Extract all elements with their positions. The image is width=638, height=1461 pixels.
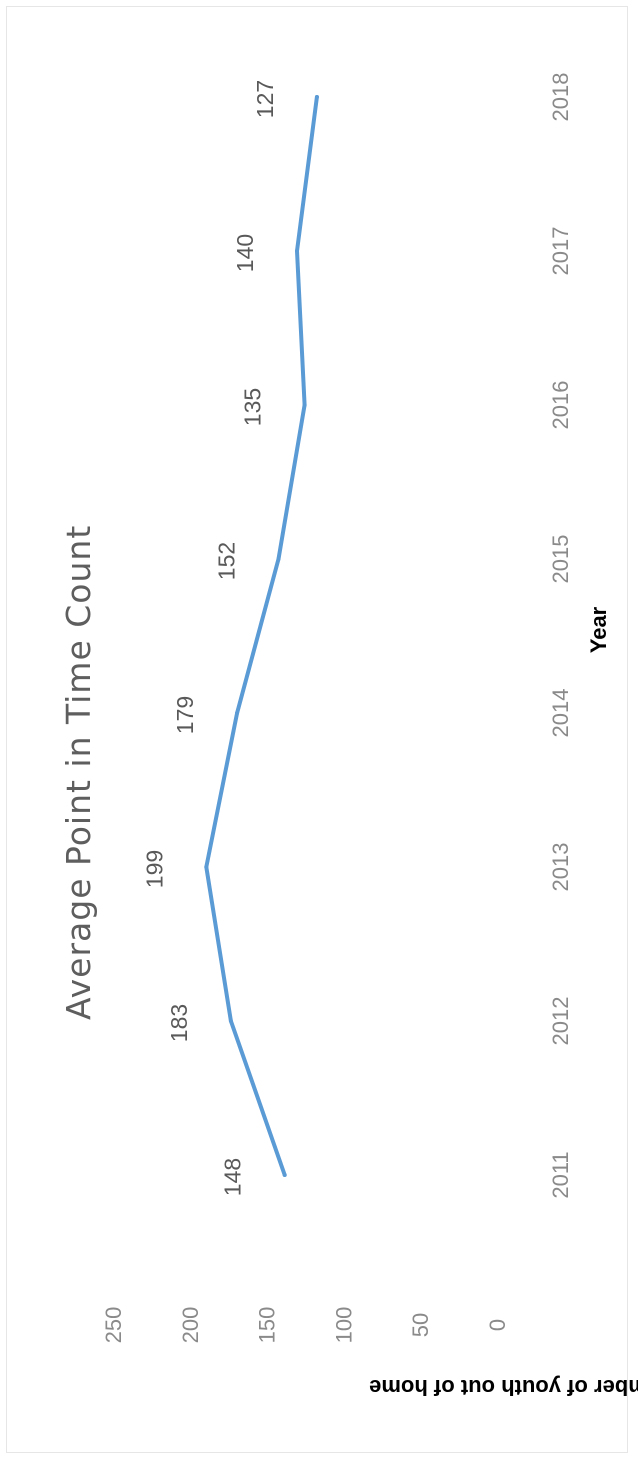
data-point — [228, 1019, 233, 1023]
x-tick-label: 2012 — [548, 997, 573, 1046]
series-line — [204, 95, 319, 1177]
data-label: 183 — [166, 1004, 192, 1042]
data-point — [282, 1173, 287, 1177]
chart-title: Average Point in Time Count — [59, 525, 98, 1020]
y-tick-label: 50 — [408, 1313, 433, 1337]
data-point — [204, 865, 209, 869]
page-border — [6, 6, 628, 1453]
series-group — [204, 95, 319, 1177]
data-point — [314, 95, 319, 99]
data-point — [276, 557, 281, 561]
data-label: 152 — [214, 542, 240, 580]
data-label: 148 — [220, 1158, 246, 1196]
y-tick-label: 0 — [485, 1319, 510, 1331]
data-label: 199 — [141, 850, 167, 888]
x-axis-title: Year — [586, 606, 611, 653]
data-point — [302, 403, 307, 407]
x-tick-label: 2017 — [548, 227, 573, 276]
data-point — [294, 249, 299, 253]
y-tick-label: 250 — [101, 1307, 126, 1344]
x-tick-label: 2018 — [548, 73, 573, 122]
y-axis-ticks: 0 50 100 150 200 250 — [101, 1307, 510, 1344]
x-axis-ticks: 2011 2012 2013 2014 2015 2016 2017 2018 — [548, 73, 573, 1199]
y-tick-label: 100 — [331, 1307, 356, 1344]
data-labels: 148 183 199 179 152 135 140 127 — [141, 80, 278, 1196]
data-point — [235, 711, 240, 715]
data-label: 127 — [252, 80, 278, 118]
y-tick-label: 150 — [255, 1307, 280, 1344]
x-tick-label: 2015 — [548, 535, 573, 584]
x-tick-label: 2016 — [548, 381, 573, 430]
y-tick-label: 200 — [178, 1307, 203, 1344]
y-axis-title: Average number of youth out of home — [369, 1375, 638, 1400]
x-tick-label: 2011 — [548, 1151, 573, 1198]
data-label: 135 — [240, 388, 266, 426]
data-label: 140 — [232, 234, 258, 272]
x-tick-label: 2014 — [548, 689, 573, 738]
data-label: 179 — [172, 696, 198, 734]
x-tick-label: 2013 — [548, 843, 573, 892]
